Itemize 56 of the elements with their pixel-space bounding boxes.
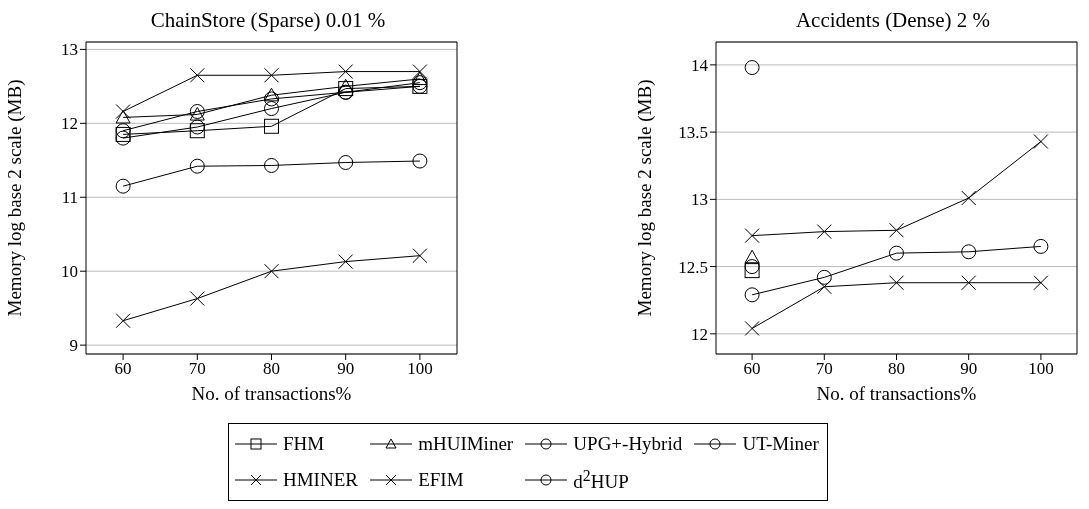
point — [412, 71, 428, 86]
x-tick-label: 60 — [114, 359, 132, 379]
point — [264, 91, 279, 107]
point — [961, 244, 977, 260]
point — [264, 118, 279, 134]
y-tick-label: 12 — [691, 324, 708, 344]
y-tick-label: 11 — [61, 188, 78, 208]
point — [264, 101, 279, 117]
y-tick-label: 12.5 — [678, 257, 708, 277]
point — [889, 245, 904, 261]
x-tick-label: 90 — [960, 359, 978, 379]
point — [189, 119, 205, 135]
x-tick-label: 80 — [888, 359, 905, 379]
x-tick-label: 100 — [407, 359, 433, 379]
legend-label: UT-Miner — [742, 433, 819, 455]
legend-label: UPG+-Hybrid — [573, 433, 683, 455]
y-axis-title: Memory log base 2 scale (MB) — [3, 79, 26, 317]
x-tick-label: 80 — [263, 359, 280, 379]
legend-label: d$^{2}$HUP — [573, 466, 629, 494]
legend-label: EFIM — [418, 469, 464, 491]
point — [1033, 238, 1049, 254]
x-tick-label: 70 — [815, 359, 833, 379]
legend-label: mHUIMiner — [418, 433, 514, 455]
y-tick-label: 9 — [69, 336, 78, 356]
legend-label: FHM — [283, 433, 325, 455]
x-tick-label: 60 — [743, 359, 761, 379]
y-tick-label: 13 — [691, 190, 708, 210]
point — [412, 153, 428, 169]
y-tick-label: 13 — [61, 40, 78, 60]
x-tick-label: 90 — [337, 359, 355, 379]
x-tick-label: 100 — [1028, 359, 1054, 379]
point — [744, 60, 760, 76]
point — [338, 78, 354, 93]
x-axis-title: No. of transactions% — [816, 383, 977, 404]
x-axis-title: No. of transactions% — [191, 383, 352, 404]
y-tick-label: 12 — [61, 114, 78, 134]
point — [338, 155, 354, 171]
point — [189, 158, 205, 174]
y-axis-title: Memory log base 2 scale (MB) — [633, 79, 656, 317]
point — [115, 178, 131, 194]
point — [744, 263, 760, 279]
y-tick-label: 10 — [61, 262, 78, 282]
chart-title: Accidents (Dense) 2 % — [794, 8, 992, 34]
point — [115, 130, 131, 146]
y-tick-label: 13.5 — [678, 123, 708, 143]
chart-title: ChainStore (Sparse) 0.01 % — [149, 8, 387, 34]
point — [816, 269, 832, 285]
x-tick-label: 70 — [188, 359, 206, 379]
point — [264, 157, 279, 173]
point — [744, 259, 760, 275]
point — [744, 287, 760, 303]
legend-label: HMINER — [283, 469, 358, 491]
y-tick-label: 14 — [691, 55, 709, 75]
point — [264, 87, 279, 102]
point — [744, 249, 760, 264]
point — [189, 123, 205, 139]
